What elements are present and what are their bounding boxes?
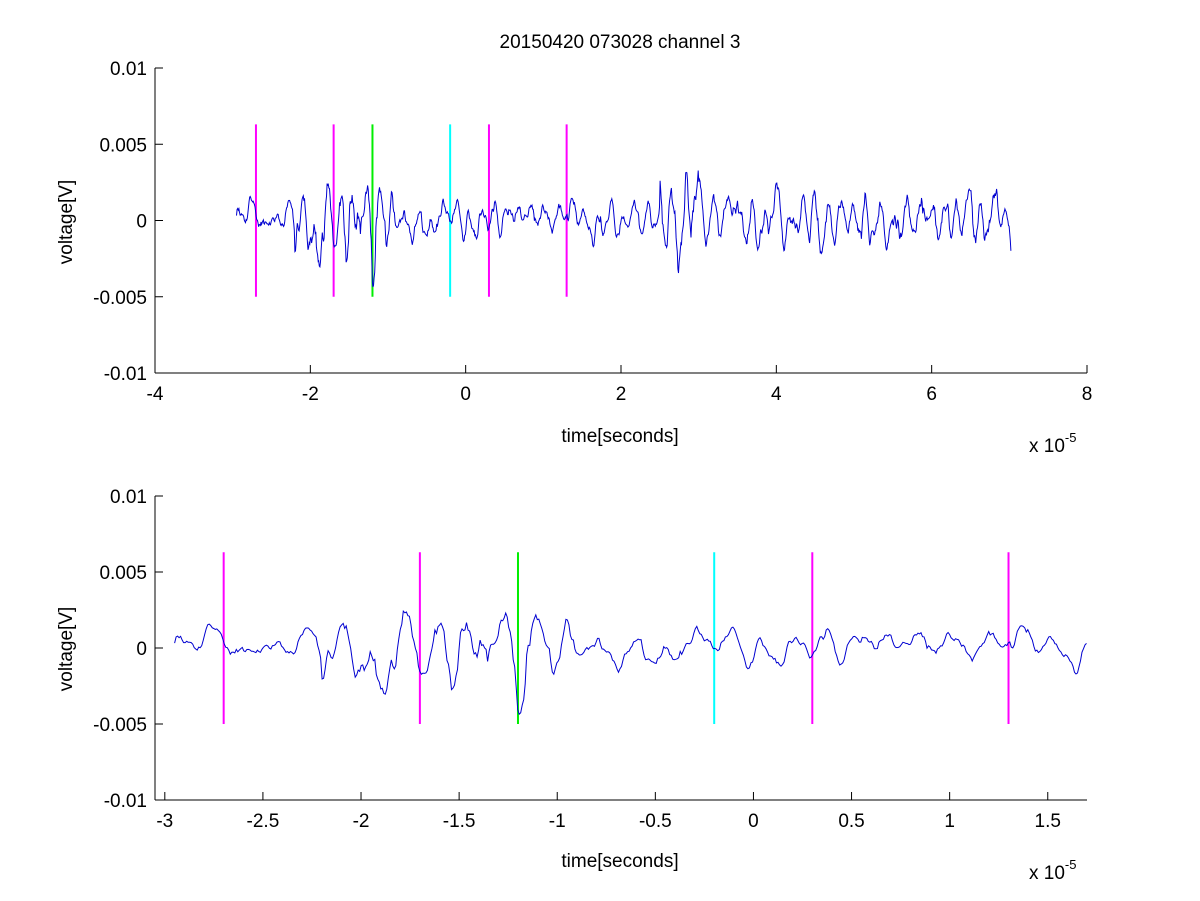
bottom-axes [154,495,1087,801]
top-x-multiplier: x 10-5 [1029,430,1076,457]
top-tick-labels: -4 -2 0 2 4 6 8 0.01 0.005 0 -0.005 -0.01 [93,59,1092,405]
bottom-y-tick-label-4: -0.01 [104,791,147,812]
top-x-tick-label-2: 0 [460,384,471,405]
bottom-x-multiplier: x 10-5 [1029,857,1076,884]
bottom-x-multiplier-base: x 10 [1029,863,1065,884]
top-x-axis-label: time[seconds] [561,426,678,447]
bottom-subplot: -3 -2.5 -2 -1.5 -1 -0.5 0 0.5 1 1.5 0.01 0.005 0 -0.0… [56,487,1087,884]
top-subplot: -4 -2 0 2 4 6 8 0.01 0.005 0 -0.005 -0.01 time[seco… [56,59,1092,457]
bottom-x-axis-label: time[seconds] [561,851,678,872]
top-x-tick-label-4: 4 [771,384,782,405]
top-y-tick-label-0: 0.01 [110,59,147,80]
bottom-x-tick-label-0: -3 [156,811,173,832]
bottom-x-tick-label-3: -1.5 [443,811,476,832]
top-x-multiplier-base: x 10 [1029,436,1065,457]
bottom-x-tick-label-2: -2 [353,811,370,832]
top-y-tick-label-2: 0 [136,212,147,233]
bottom-x-tick-label-9: 1.5 [1035,811,1061,832]
bottom-x-tick-label-6: 0 [748,811,759,832]
bottom-x-tick-label-5: -0.5 [639,811,672,832]
bottom-x-tick-label-7: 0.5 [838,811,864,832]
bottom-y-tick-label-3: -0.005 [93,715,147,736]
top-x-tick-label-0: -4 [147,384,164,405]
bottom-y-axis-label: voltage[V] [56,607,77,692]
top-signal-layer [236,170,1012,288]
top-y-tick-label-3: -0.005 [93,288,147,309]
bottom-y-tick-label-0: 0.01 [110,487,147,508]
bottom-x-tick-label-4: -1 [549,811,566,832]
bottom-tick-labels: -3 -2.5 -2 -1.5 -1 -0.5 0 0.5 1 1.5 0.01 0.005 0 -0.0… [93,487,1061,832]
top-x-tick-label-5: 6 [926,384,937,405]
top-signal-line [236,170,1012,288]
top-x-multiplier-exponent: -5 [1065,430,1077,445]
top-y-tick-label-4: -0.01 [104,364,147,385]
top-x-tick-label-1: -2 [302,384,319,405]
bottom-x-multiplier-exponent: -5 [1065,857,1077,872]
bottom-x-tick-label-1: -2.5 [247,811,280,832]
top-axes [154,67,1088,374]
bottom-y-tick-label-2: 0 [136,639,147,660]
top-x-tick-label-3: 2 [616,384,627,405]
bottom-y-tick-label-1: 0.005 [99,563,147,584]
bottom-signal-line [174,609,1087,716]
figure-title: 20150420 073028 channel 3 [500,32,741,53]
bottom-signal-layer [174,609,1087,716]
bottom-x-tick-label-8: 1 [944,811,955,832]
bottom-marker-layer [222,552,1010,724]
top-y-axis-label: voltage[V] [56,180,77,265]
top-y-tick-label-1: 0.005 [99,135,147,156]
top-x-tick-label-6: 8 [1082,384,1093,405]
